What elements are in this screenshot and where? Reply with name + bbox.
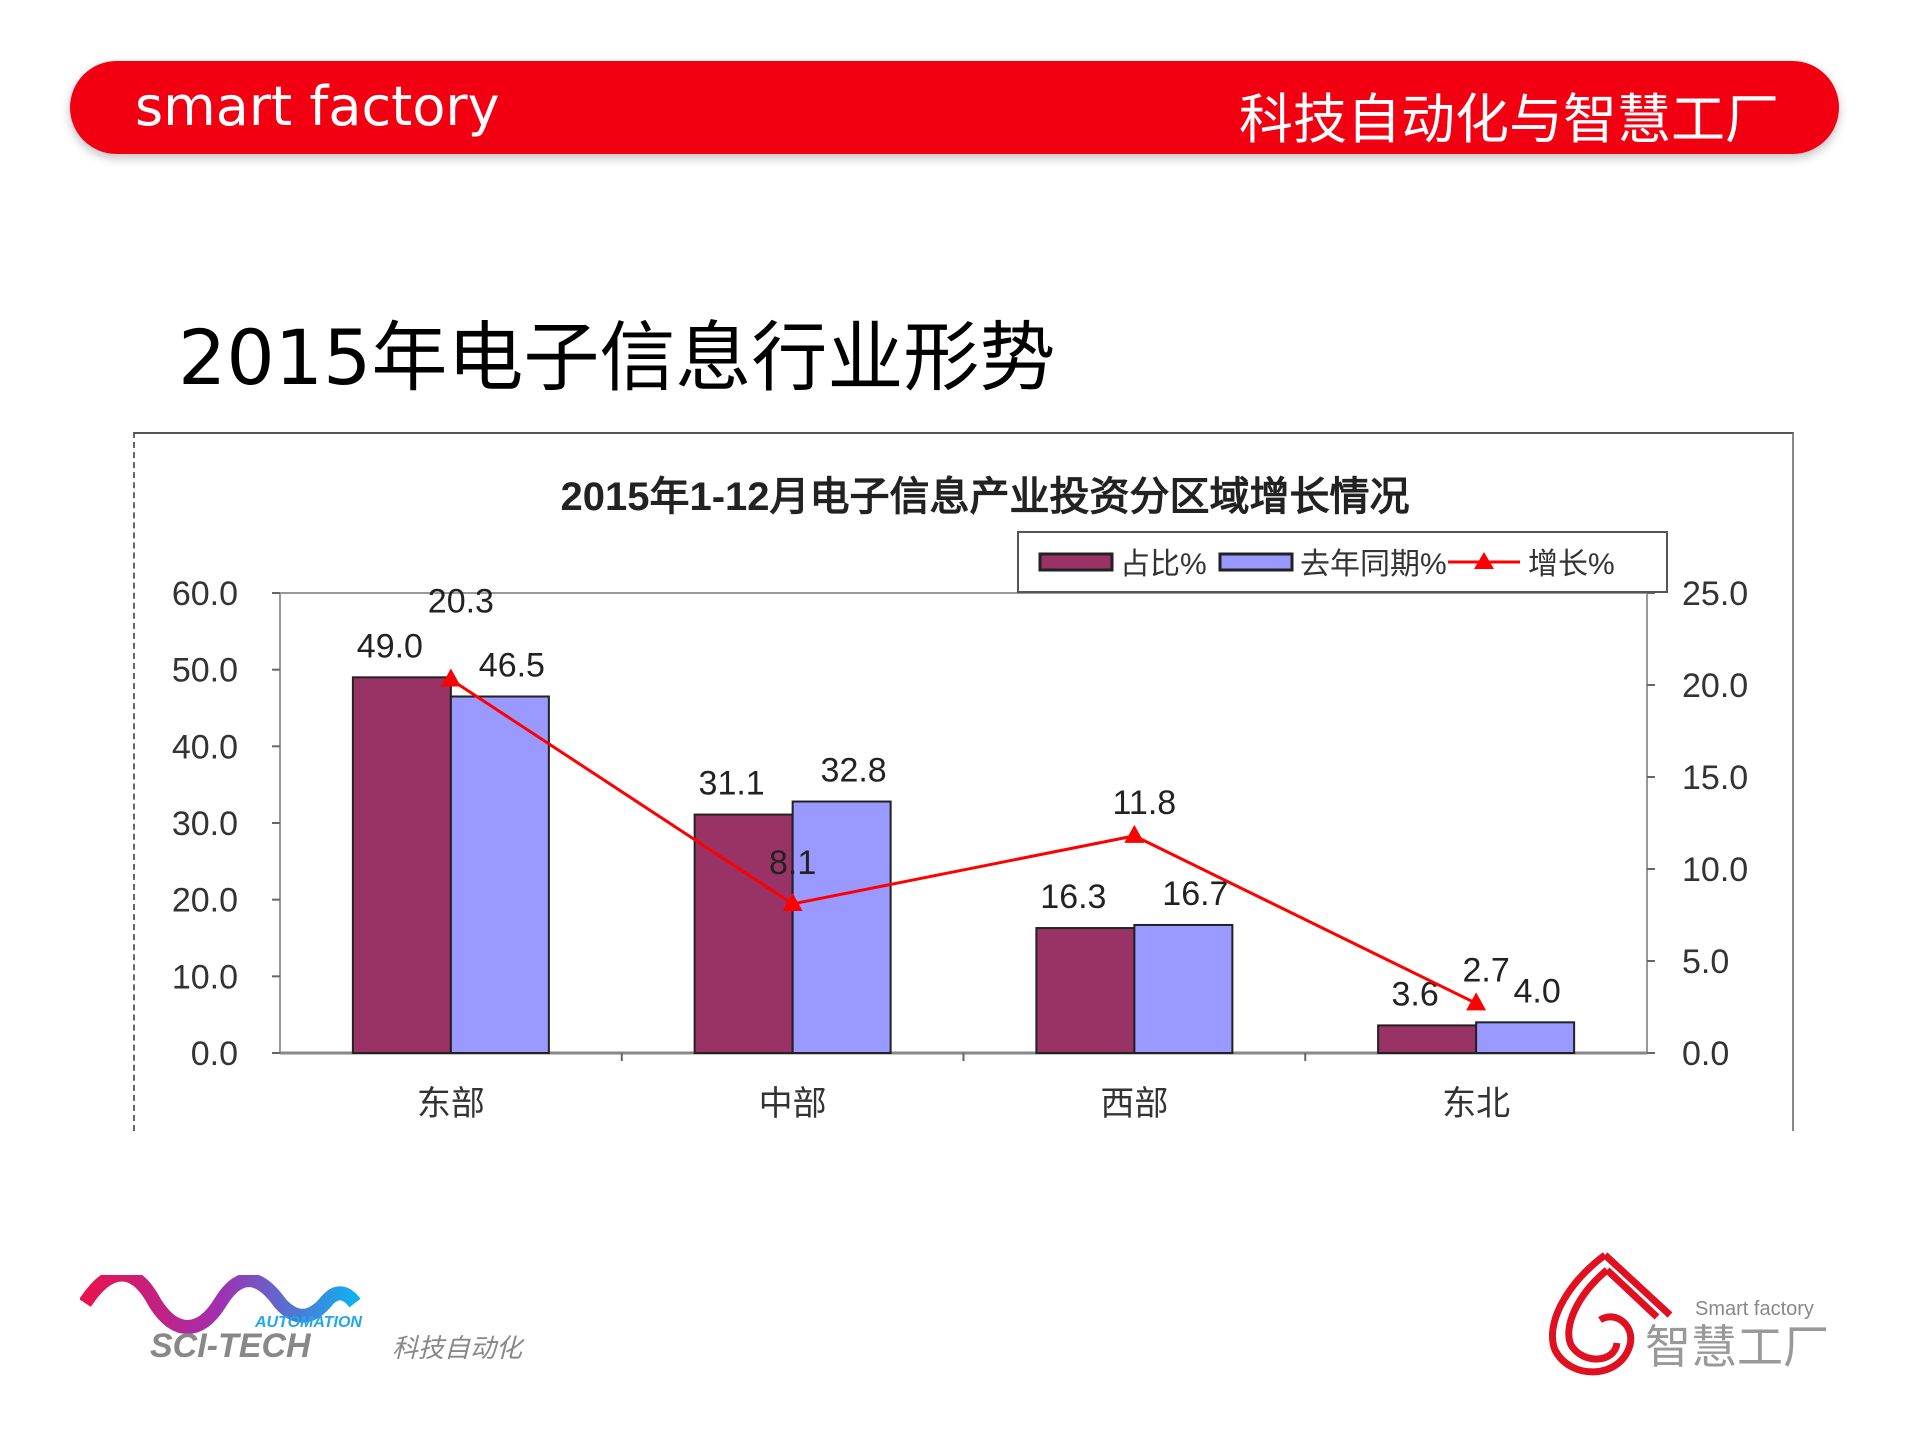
header-right-text: 科技自动化与智慧工厂 <box>1239 88 1779 151</box>
growth-marker <box>1466 992 1487 1011</box>
data-label: 32.8 <box>821 752 887 790</box>
data-label: 49.0 <box>357 627 423 665</box>
header-left-text: smart factory <box>135 75 500 138</box>
legend-label: 占比% <box>1120 548 1207 581</box>
data-label: 4.0 <box>1513 972 1560 1010</box>
growth-marker <box>782 892 803 911</box>
growth-label: 8.1 <box>769 844 816 882</box>
data-label: 46.5 <box>479 647 545 685</box>
x-tick-label: 西部 <box>1100 1085 1168 1123</box>
y-tick-label: 40.0 <box>172 728 238 766</box>
legend-swatch <box>1218 552 1294 572</box>
chart-container: 2015年1-12月电子信息产业投资分区域增长情况 0.0 10.0 20.0 30.… <box>133 432 1794 1131</box>
y-tick-label: 0.0 <box>191 1035 238 1073</box>
logo-cn-right: 智慧工厂 <box>1645 1321 1829 1373</box>
y2-tick-label: 15.0 <box>1682 759 1748 797</box>
x-tick-label: 中部 <box>759 1085 827 1123</box>
logo-en: Smart factory <box>1695 1298 1814 1320</box>
y2-tick-label: 5.0 <box>1682 943 1729 981</box>
y-tick-label: 50.0 <box>172 652 238 690</box>
growth-label: 2.7 <box>1462 951 1509 989</box>
data-label: 31.1 <box>699 765 765 803</box>
bar-share <box>693 813 794 1055</box>
growth-marker <box>440 668 461 687</box>
x-tick-label: 东部 <box>417 1085 485 1123</box>
legend-label: 去年同期% <box>1300 548 1447 581</box>
bar-share <box>351 676 452 1054</box>
bar-last-year <box>791 800 892 1054</box>
legend-marker <box>1474 552 1494 569</box>
y2-tick-label: 0.0 <box>1682 1035 1729 1073</box>
y2-tick-label: 10.0 <box>1682 851 1748 889</box>
y-tick-label: 30.0 <box>172 805 238 843</box>
data-label: 16.3 <box>1040 878 1106 916</box>
header-banner: smart factory 科技自动化与智慧工厂 <box>70 61 1839 154</box>
growth-label: 11.8 <box>1113 784 1177 822</box>
smart-factory-logo: Smart factory 智慧工厂 <box>1535 1245 1835 1384</box>
chart-title: 2015年1-12月电子信息产业投资分区域增长情况 <box>560 475 1409 519</box>
data-label: 16.7 <box>1162 875 1228 913</box>
bar-share <box>1377 1024 1478 1055</box>
legend-swatch <box>1038 552 1114 572</box>
chart-svg: 2015年1-12月电子信息产业投资分区域增长情况 0.0 10.0 20.0 30.… <box>172 475 1748 1123</box>
growth-marker <box>1124 824 1145 843</box>
y-tick-label: 20.0 <box>172 882 238 920</box>
logo-sub: AUTOMATION <box>254 1314 362 1331</box>
bar-last-year <box>1475 1021 1576 1054</box>
bar-share <box>1035 927 1136 1054</box>
logo-main: SCI-TECH <box>150 1327 312 1365</box>
sci-tech-logo: AUTOMATION SCI-TECH 科技自动化 <box>79 1267 550 1369</box>
legend-label: 增长% <box>1528 548 1615 581</box>
bar-last-year <box>449 695 550 1054</box>
growth-label: 20.3 <box>428 582 494 620</box>
y2-tick-label: 20.0 <box>1682 667 1748 705</box>
y-tick-label: 10.0 <box>172 958 238 996</box>
y-tick-label: 60.0 <box>172 575 238 613</box>
page-title: 2015年电子信息行业形势 <box>178 313 1056 402</box>
legend <box>1017 531 1668 593</box>
growth-line <box>450 678 1477 1005</box>
bar-last-year <box>1133 923 1234 1055</box>
x-tick-label: 东北 <box>1442 1085 1510 1123</box>
y2-tick-label: 25.0 <box>1682 575 1748 613</box>
logo-cn: 科技自动化 <box>392 1333 525 1363</box>
